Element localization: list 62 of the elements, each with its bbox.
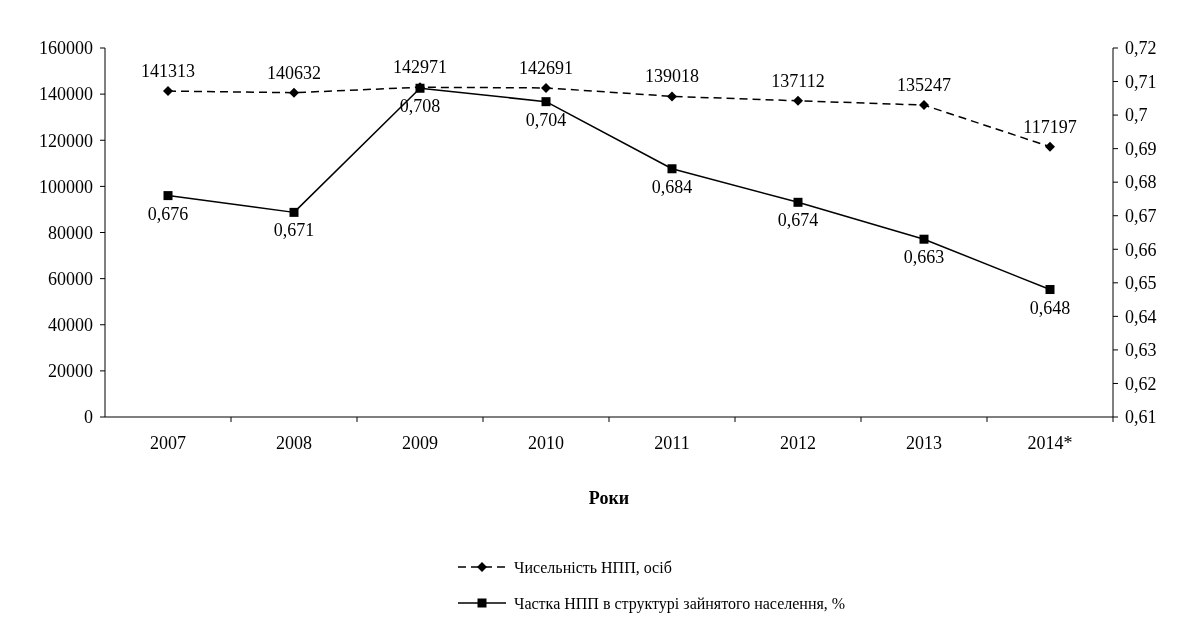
x-tick-label: 2011 (654, 433, 690, 453)
data-label: 0,708 (399, 96, 441, 117)
point (289, 207, 299, 217)
point (541, 97, 551, 107)
x-tick-label: 2009 (402, 433, 438, 453)
point (1045, 141, 1055, 152)
data-label: 0,663 (903, 247, 945, 268)
data-label: 139018 (645, 66, 699, 87)
point (919, 234, 929, 244)
y-tick-label: 60000 (48, 268, 93, 289)
point (163, 86, 173, 97)
data-label: 141313 (141, 61, 195, 82)
point (541, 82, 551, 93)
x-axis-title: Роки (588, 488, 630, 508)
y2-tick-label: 0,63 (1125, 340, 1157, 361)
y-tick-label: 160000 (39, 38, 93, 59)
y-tick-label: 100000 (39, 176, 93, 197)
y2-tick-label: 0,66 (1125, 239, 1157, 260)
data-label: 0,704 (525, 109, 567, 130)
point (667, 91, 677, 102)
x-tick-label: 2008 (276, 433, 312, 453)
data-label: 0,676 (147, 203, 189, 224)
point (667, 164, 677, 174)
data-label: 0,674 (777, 210, 819, 231)
data-label: 135247 (897, 75, 951, 96)
legend-label: Частка НПП в структурі зайнятого населення, % (514, 594, 846, 613)
x-tick-label: 2014* (1027, 433, 1073, 453)
x-tick-label: 2013 (906, 433, 942, 453)
y-tick-label: 80000 (48, 222, 93, 243)
x-tick-label: 2007 (150, 433, 186, 453)
data-label: 0,671 (273, 220, 315, 241)
y-tick-label: 0 (84, 407, 93, 428)
data-label: 142691 (519, 57, 573, 78)
y2-tick-label: 0,65 (1125, 273, 1157, 294)
point (289, 87, 299, 98)
y2-tick-label: 0,67 (1125, 206, 1157, 227)
y2-tick-label: 0,71 (1125, 71, 1157, 92)
point (793, 197, 803, 207)
point (919, 100, 929, 111)
y2-tick-label: 0,68 (1125, 172, 1157, 193)
legend-label: Чисельність НПП, осіб (514, 558, 672, 576)
data-label: 142971 (393, 57, 447, 78)
data-label: 117197 (1023, 116, 1077, 137)
data-label: 0,648 (1029, 297, 1071, 318)
y-tick-label: 40000 (48, 315, 93, 336)
data-label: 137112 (771, 70, 825, 91)
x-tick-label: 2010 (528, 433, 564, 453)
point (793, 95, 803, 106)
y2-tick-label: 0,72 (1125, 38, 1157, 59)
y-tick-label: 20000 (48, 361, 93, 382)
y2-tick-label: 0,69 (1125, 138, 1157, 159)
y2-tick-label: 0,62 (1125, 373, 1157, 394)
x-tick-label: 2012 (780, 433, 816, 453)
y-tick-label: 140000 (39, 84, 93, 105)
y2-tick-label: 0,7 (1125, 105, 1148, 126)
point (1045, 285, 1055, 295)
y2-tick-label: 0,64 (1125, 306, 1157, 327)
data-label: 0,684 (651, 176, 693, 197)
data-label: 140632 (267, 62, 321, 83)
y2-tick-label: 0,61 (1125, 407, 1157, 428)
y-tick-label: 120000 (39, 130, 93, 151)
point (163, 191, 173, 201)
